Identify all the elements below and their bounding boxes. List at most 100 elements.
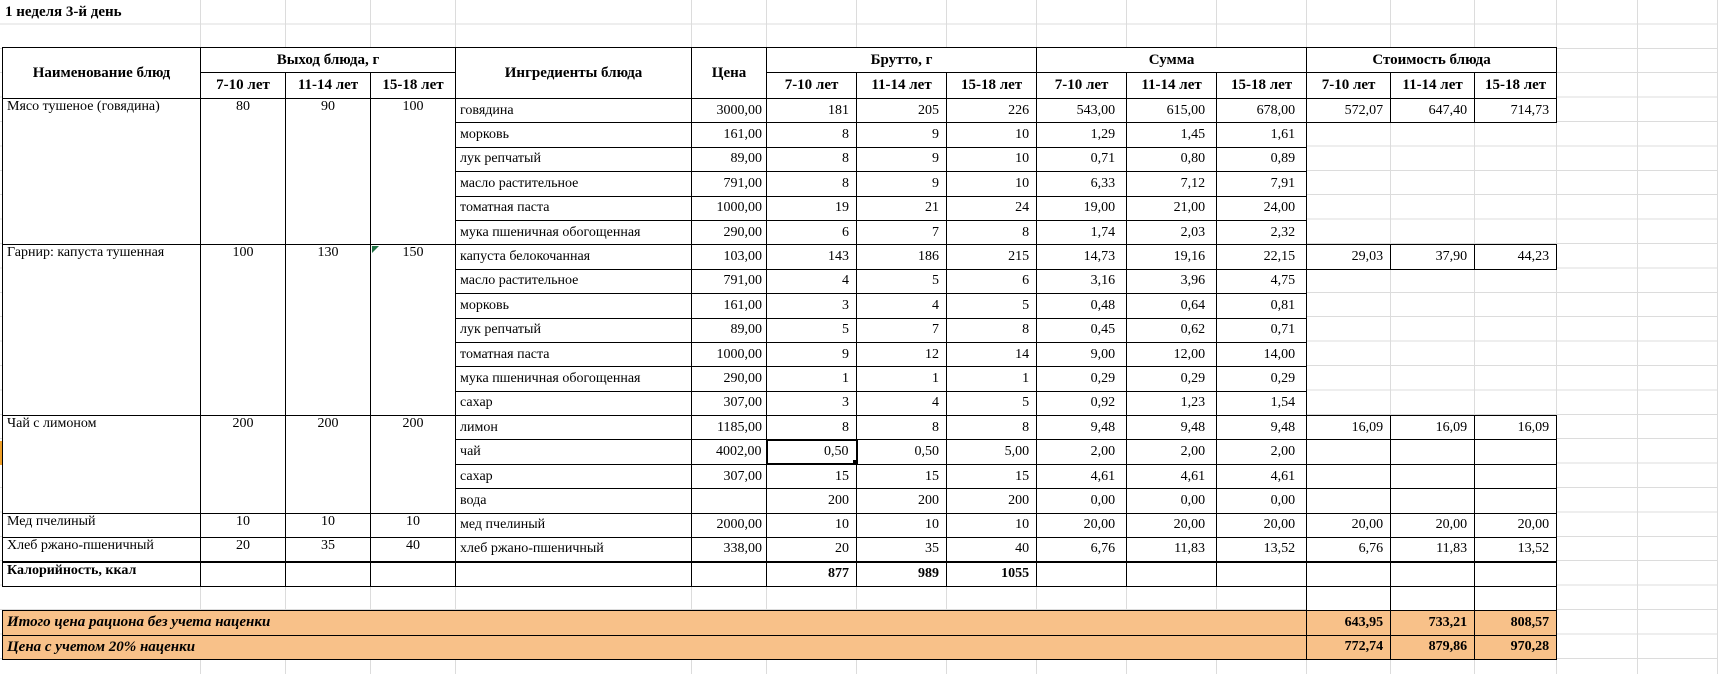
total-value[interactable]: 808,57 — [1474, 610, 1558, 636]
summa-value[interactable]: 2,00 — [1126, 439, 1218, 465]
cost-value[interactable]: 572,07 — [1306, 97, 1392, 124]
dish-name[interactable]: Чай с лимоном — [2, 415, 201, 514]
cost-value[interactable]: 16,09 — [1474, 415, 1558, 441]
age-header[interactable]: 15-18 лет — [1474, 72, 1558, 99]
summa-value[interactable]: 0,62 — [1126, 317, 1218, 343]
price-value[interactable]: 290,00 — [691, 366, 768, 392]
cost-value[interactable] — [1391, 196, 1475, 220]
output-value[interactable]: 80 — [200, 97, 286, 246]
total-label[interactable]: Итого цена рациона без учета наценки — [1, 610, 1308, 636]
cost-value[interactable] — [1474, 488, 1558, 514]
cost-value[interactable] — [1307, 318, 1391, 342]
brutto-value[interactable]: 200 — [766, 488, 858, 514]
output-value[interactable]: 35 — [285, 537, 371, 563]
price-value[interactable]: 791,00 — [691, 171, 768, 197]
cost-value[interactable]: 29,03 — [1306, 244, 1392, 270]
brutto-value[interactable]: 205 — [856, 97, 948, 124]
cost-value[interactable] — [1475, 147, 1557, 171]
cost-value[interactable] — [1390, 463, 1476, 490]
cell[interactable] — [1217, 586, 1307, 610]
summa-value[interactable]: 2,32 — [1216, 219, 1308, 246]
summa-value[interactable]: 14,00 — [1216, 341, 1308, 368]
brutto-value[interactable]: 8 — [946, 317, 1038, 343]
ingredient-name[interactable]: хлеб ржано-пшеничный — [455, 537, 693, 563]
age-header[interactable]: 11-14 лет — [1126, 72, 1218, 99]
cost-value[interactable] — [1475, 342, 1557, 366]
cost-value[interactable] — [1390, 439, 1476, 465]
output-value[interactable]: 200 — [369, 415, 457, 514]
summa-value[interactable]: 1,45 — [1126, 122, 1218, 148]
price-value[interactable]: 307,00 — [691, 463, 768, 490]
brutto-value[interactable]: 4 — [856, 293, 948, 319]
col-header-ingredients[interactable]: Ингредиенты блюда — [455, 47, 693, 99]
summa-value[interactable]: 2,03 — [1126, 219, 1218, 246]
cost-value[interactable] — [1306, 463, 1392, 490]
brutto-value[interactable]: 8 — [856, 415, 948, 441]
brutto-value[interactable]: 10 — [766, 512, 858, 539]
cost-value[interactable] — [1307, 196, 1391, 220]
brutto-value[interactable]: 15 — [766, 463, 858, 490]
brutto-value[interactable]: 8 — [766, 171, 858, 197]
cost-value[interactable]: 37,90 — [1390, 244, 1476, 270]
cell[interactable] — [1127, 586, 1217, 610]
output-value[interactable]: 20 — [200, 537, 286, 563]
age-header[interactable]: 7-10 лет — [766, 72, 858, 99]
output-value[interactable]: 90 — [285, 97, 371, 246]
cost-value[interactable] — [1474, 439, 1558, 465]
summa-value[interactable]: 0,92 — [1036, 390, 1128, 417]
cost-value[interactable] — [1391, 269, 1475, 293]
cost-value[interactable] — [1391, 294, 1475, 318]
output-value[interactable]: 100 — [369, 97, 457, 246]
output-value[interactable]: 40 — [369, 537, 457, 563]
brutto-value[interactable]: 10 — [946, 171, 1038, 197]
brutto-value[interactable]: 8 — [766, 415, 858, 441]
cost-value[interactable] — [1391, 220, 1475, 244]
dish-name[interactable]: Гарнир: капуста тушенная — [2, 244, 201, 417]
summa-value[interactable]: 7,12 — [1126, 171, 1218, 197]
summa-value[interactable]: 6,76 — [1036, 537, 1128, 563]
price-value[interactable]: 4002,00 — [691, 439, 768, 465]
cost-cell[interactable] — [1390, 585, 1476, 612]
age-header[interactable]: 7-10 лет — [1306, 72, 1392, 99]
cost-value[interactable] — [1307, 147, 1391, 171]
output-value[interactable]: 200 — [200, 415, 286, 514]
ingredient-name[interactable]: мука пшеничная обогощенная — [455, 366, 693, 392]
price-value[interactable]: 1185,00 — [691, 415, 768, 441]
dish-name[interactable]: Мясо тушеное (говядина) — [2, 97, 201, 246]
cost-value[interactable]: 11,83 — [1390, 537, 1476, 563]
brutto-value[interactable]: 5,00 — [946, 439, 1038, 465]
cost-value[interactable] — [1307, 172, 1391, 196]
brutto-value[interactable]: 10 — [856, 512, 948, 539]
cost-value[interactable] — [1475, 220, 1557, 244]
brutto-value[interactable]: 20 — [766, 537, 858, 563]
calories-value[interactable]: 877 — [766, 560, 858, 587]
summa-value[interactable]: 3,16 — [1036, 268, 1128, 295]
brutto-value[interactable]: 200 — [946, 488, 1038, 514]
summa-value[interactable]: 0,64 — [1126, 293, 1218, 319]
brutto-value[interactable]: 6 — [766, 219, 858, 246]
summa-value[interactable]: 22,15 — [1216, 244, 1308, 270]
cost-value[interactable]: 13,52 — [1474, 537, 1558, 563]
cost-value[interactable] — [1475, 269, 1557, 293]
brutto-value[interactable]: 19 — [766, 195, 858, 221]
col-header-cost[interactable]: Стоимость блюда — [1306, 47, 1558, 73]
sheet-title[interactable]: 1 неделя 3-й день — [5, 4, 122, 20]
total-value[interactable]: 772,74 — [1306, 634, 1392, 660]
brutto-value[interactable]: 4 — [856, 390, 948, 417]
calories-value[interactable]: 989 — [856, 560, 948, 587]
ingredient-name[interactable]: лимон — [455, 415, 693, 441]
price-cell[interactable] — [691, 560, 768, 587]
cost-value[interactable] — [1391, 391, 1475, 415]
brutto-value[interactable]: 215 — [946, 244, 1038, 270]
cost-value[interactable] — [1307, 367, 1391, 391]
cost-cell[interactable] — [1306, 585, 1392, 612]
cost-value[interactable] — [1307, 391, 1391, 415]
summa-value[interactable]: 2,00 — [1216, 439, 1308, 465]
brutto-value[interactable]: 10 — [946, 512, 1038, 539]
cost-value[interactable] — [1475, 294, 1557, 318]
brutto-value[interactable]: 8 — [946, 219, 1038, 246]
cost-cell[interactable] — [1390, 560, 1476, 587]
cell[interactable] — [947, 586, 1037, 610]
summa-value[interactable]: 4,61 — [1126, 463, 1218, 490]
summa-value[interactable]: 0,00 — [1036, 488, 1128, 514]
